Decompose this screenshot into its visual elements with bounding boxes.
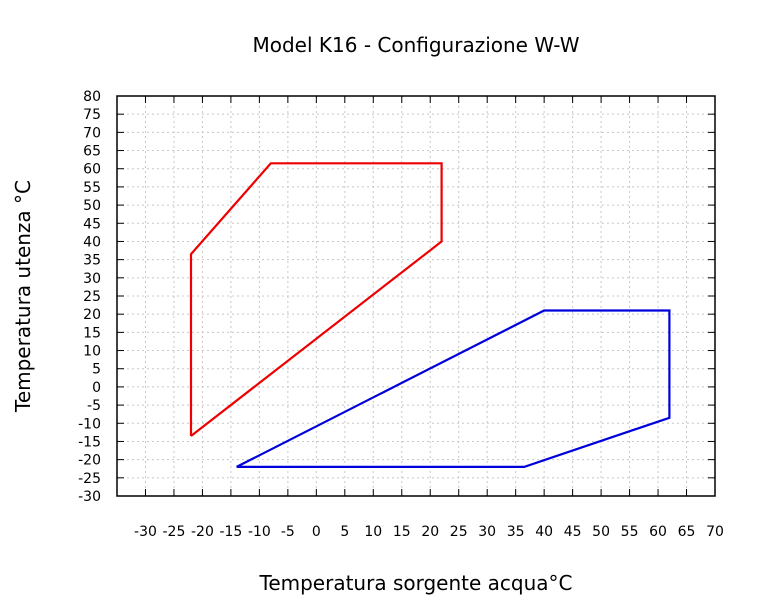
y-tick-label: -30 [78, 489, 101, 505]
y-tick-label: 30 [83, 271, 101, 287]
y-tick-label: 80 [83, 89, 101, 105]
x-tick-label: 20 [421, 524, 439, 540]
x-tick-label: -15 [219, 524, 242, 540]
x-tick-label: 30 [478, 524, 496, 540]
chart-title: Model K16 - Configurazione W-W [252, 33, 579, 57]
x-tick-label: -30 [134, 524, 157, 540]
x-tick-label: 50 [592, 524, 610, 540]
series-line-2 [236, 309, 671, 468]
y-tick-label: 70 [83, 125, 101, 141]
x-tick-label: 70 [706, 524, 724, 540]
x-tick-label: -5 [281, 524, 295, 540]
x-tick-label: 55 [621, 524, 639, 540]
y-tick-label: -15 [78, 434, 101, 450]
y-axis-label: Temperatura utenza °C [11, 180, 35, 413]
y-tick-label: 25 [83, 289, 101, 305]
x-tick-label: -20 [191, 524, 214, 540]
y-tick-label: 55 [83, 180, 101, 196]
y-tick-label: 35 [83, 253, 101, 269]
x-tick-label: 0 [312, 524, 321, 540]
y-tick-label: 45 [83, 216, 101, 232]
y-tick-label: -5 [87, 398, 101, 414]
y-axis-tick-labels: -30 -25 -20 -15 -10 -5 0 5 10 15 20 25 30 35 40 45 50 55 6… [78, 89, 101, 505]
y-tick-label: 5 [92, 362, 101, 378]
x-tick-label: 40 [535, 524, 553, 540]
x-tick-label: 15 [393, 524, 411, 540]
y-tick-label: -25 [78, 471, 101, 487]
series-line-1 [189, 162, 443, 437]
y-tick-label: 50 [83, 198, 101, 214]
y-tick-label: 60 [83, 162, 101, 178]
grid-lines [117, 95, 716, 497]
y-tick-label: 40 [83, 234, 101, 250]
x-axis-tick-labels: -30 -25 -20 -15 -10 -5 0 5 10 15 20 25 30 35 40 45 50 55 6… [134, 524, 724, 540]
plot-frame [116, 95, 716, 497]
x-tick-label: -10 [248, 524, 271, 540]
x-tick-label: -25 [163, 524, 186, 540]
x-axis-label: Temperatura sorgente acqua°C [259, 571, 573, 595]
x-tick-label: 65 [678, 524, 696, 540]
x-tick-label: 35 [507, 524, 525, 540]
y-tick-label: 65 [83, 144, 101, 160]
axis-ticks [117, 95, 716, 497]
y-tick-label: 20 [83, 307, 101, 323]
y-tick-label: 15 [83, 325, 101, 341]
y-tick-label: -20 [78, 453, 101, 469]
x-tick-label: 10 [364, 524, 382, 540]
x-tick-label: 45 [564, 524, 582, 540]
x-tick-label: 60 [649, 524, 667, 540]
y-tick-label: 75 [83, 107, 101, 123]
y-tick-label: 0 [92, 380, 101, 396]
x-tick-label: 5 [340, 524, 349, 540]
series-lines [189, 162, 671, 468]
y-tick-label: -10 [78, 416, 101, 432]
x-tick-label: 25 [450, 524, 468, 540]
y-tick-label: 10 [83, 344, 101, 360]
